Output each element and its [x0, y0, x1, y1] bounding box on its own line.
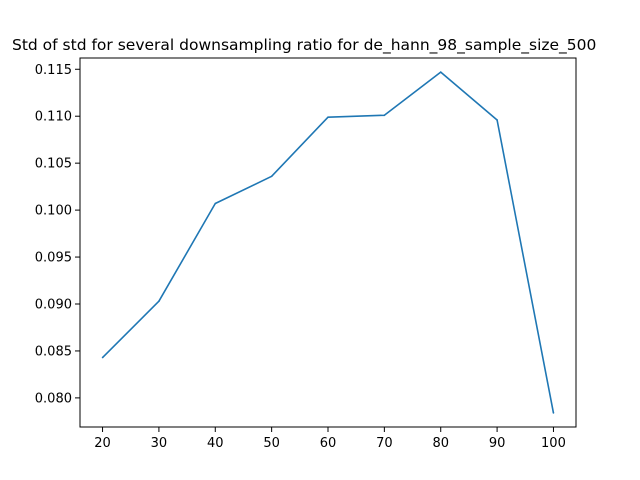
y-tick-label: 0.080	[35, 391, 72, 406]
data-point	[270, 175, 273, 178]
x-tick-label: 80	[432, 436, 449, 451]
data-point	[552, 412, 555, 414]
x-axis: 20 30 40 50 60 70 80 90 100	[94, 427, 566, 451]
x-tick-label: 70	[376, 436, 393, 451]
data-point	[327, 116, 329, 118]
series-group	[101, 71, 555, 414]
data-point	[101, 356, 104, 359]
series-line	[101, 71, 555, 414]
y-tick-label: 0.105	[35, 157, 72, 172]
y-tick-label: 0.090	[35, 298, 72, 313]
data-point	[158, 300, 160, 302]
x-tick-label: 90	[489, 436, 506, 451]
y-tick-label: 0.100	[35, 204, 72, 219]
chart-title: Std of std for several downsampling rati…	[12, 36, 596, 55]
x-tick-label: 40	[207, 436, 224, 451]
x-tick-label: 60	[320, 436, 337, 451]
plot-frame	[79, 57, 577, 428]
y-tick-label: 0.110	[35, 110, 72, 125]
y-tick-label: 0.085	[35, 344, 72, 359]
x-tick-label: 50	[263, 436, 280, 451]
data-point	[496, 119, 498, 121]
x-tick-label: 30	[151, 436, 168, 451]
y-axis: 0.080 0.085 0.090 0.095 0.100 0.105 0.110 0.115	[35, 63, 80, 406]
x-tick-label: 100	[541, 436, 566, 451]
y-tick-label: 0.115	[35, 63, 72, 78]
y-tick-label: 0.095	[35, 251, 72, 266]
data-point	[214, 202, 217, 205]
data-point	[383, 114, 386, 117]
x-tick-label: 20	[94, 436, 111, 451]
data-point	[439, 71, 442, 73]
